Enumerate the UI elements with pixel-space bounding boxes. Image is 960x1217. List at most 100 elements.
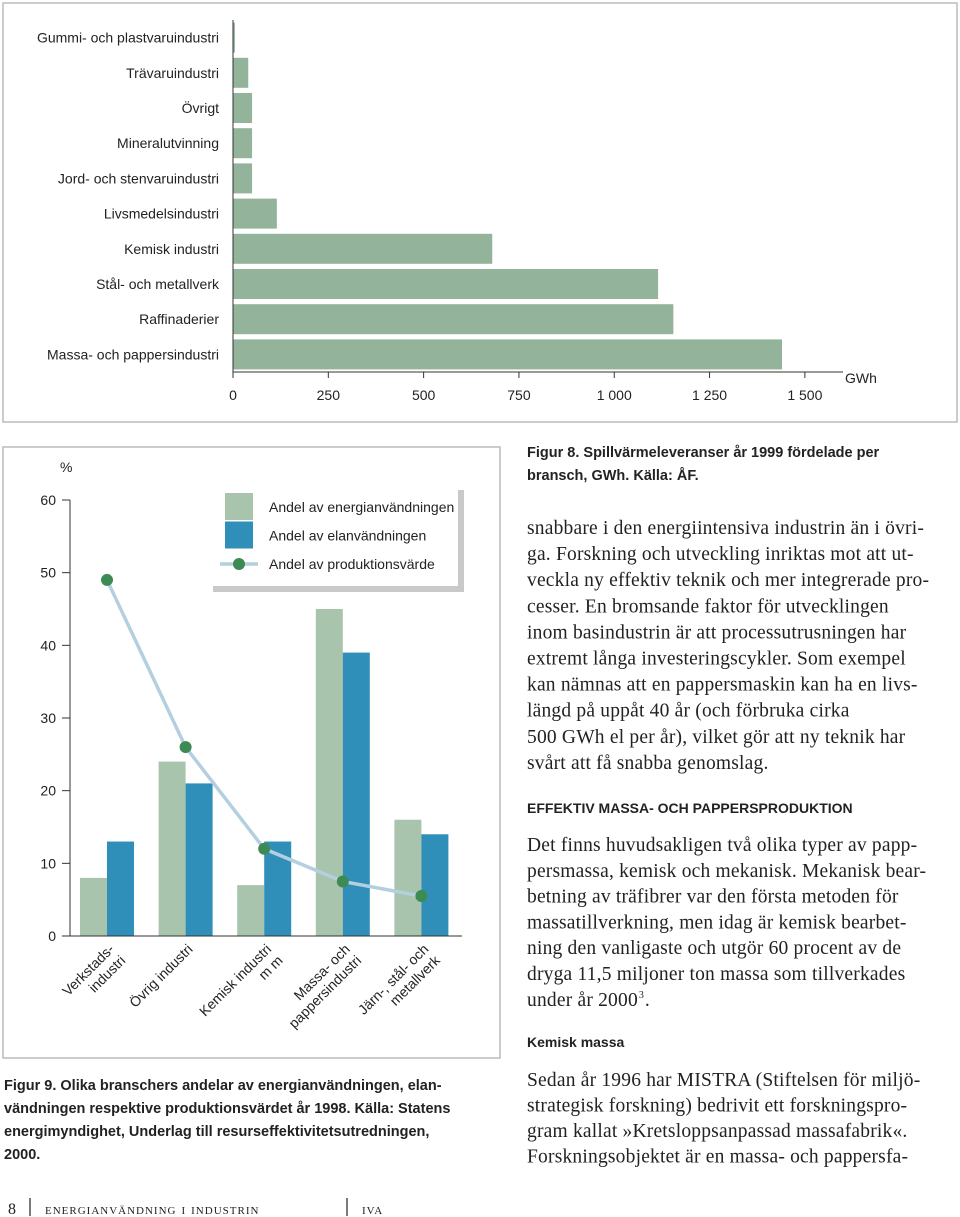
marker — [101, 573, 113, 586]
figure-caption: bransch, GWh. Källa: ÅF. — [527, 467, 699, 484]
y-tick-label: Livsmedelsindustri — [104, 206, 219, 222]
legend-shadow — [458, 490, 464, 592]
y-tick-label: Massa- och pappersindustri — [47, 346, 219, 362]
bar — [233, 57, 249, 88]
bar — [158, 761, 186, 936]
y-tick-label: Gummi- och plastvaruindustri — [37, 30, 219, 46]
x-tick-label: 750 — [507, 387, 531, 403]
bar — [233, 163, 253, 194]
body-line: strategisk forskning) bedrivit ett forsk… — [527, 1096, 907, 1117]
y-tick-label: 40 — [40, 637, 56, 653]
x-tick-label: Övrig industri — [125, 940, 195, 1010]
body-line: svårt att få snabba genomslag. — [527, 753, 769, 774]
x-tick-label: 1 500 — [787, 387, 822, 403]
bar — [233, 304, 674, 335]
page-number: 8 — [8, 1201, 17, 1217]
body-line: veckla ny effektiv teknik och mer integr… — [527, 570, 929, 591]
bar — [342, 652, 370, 936]
body-line: gram kallat »Kretsloppsanpassad massafab… — [527, 1121, 907, 1142]
bar — [107, 841, 134, 936]
figure-caption: 2000. — [4, 1147, 40, 1163]
bar — [233, 128, 253, 159]
body-line: cesser. En bromsande faktor för utveckli… — [527, 596, 889, 617]
y-tick-label: Kemisk industri — [124, 241, 219, 257]
body-line: Sedan år 1996 har MISTRA (Stiftelsen för… — [527, 1070, 920, 1091]
body-line: 500 GWh el per år), vilket gör att ny te… — [527, 727, 906, 748]
body-line: Forskningsobjektet är en massa- och papp… — [527, 1147, 908, 1168]
y-axis-label: % — [60, 459, 72, 475]
y-tick-label: 30 — [40, 710, 56, 726]
body-line: betning av träfibrer var den första meto… — [527, 887, 899, 908]
figure8-frame — [2, 2, 958, 423]
bar — [233, 339, 782, 370]
body-line: ga. Forskning och utveckling inriktas mo… — [527, 544, 914, 565]
x-tick-label: Järn-, stål- ochmetallverk — [355, 940, 444, 1029]
legend-shadow — [213, 586, 464, 592]
legend-label: Andel av elanvändningen — [269, 528, 426, 544]
body-line: Det finns huvudsakligen två olika typer … — [527, 835, 917, 856]
bar — [233, 198, 277, 229]
body-line: dryga 11,5 miljoner ton massa som tillve… — [527, 964, 905, 985]
x-tick-label: 1 250 — [692, 387, 727, 403]
y-tick-label: Trävaruindustri — [126, 65, 219, 81]
section-heading: Kemisk massa — [527, 1034, 625, 1050]
body-line-end: . — [645, 990, 650, 1011]
y-tick-label: 60 — [40, 492, 56, 508]
x-tick-label: Verkstads-industri — [59, 941, 129, 1011]
body-line: kan nämnas att en pappersmaskin kan ha e… — [527, 675, 918, 696]
y-tick-label: Mineralutvinning — [117, 135, 219, 151]
marker — [258, 842, 271, 855]
bar — [237, 885, 265, 936]
body-line: persmassa, kemisk och mekanisk. Mekanisk… — [527, 861, 926, 882]
y-tick-label: Raffinaderier — [139, 311, 219, 327]
bar — [233, 93, 253, 123]
footnote-ref: 3 — [639, 990, 644, 1001]
y-tick-label: Stål- och metallverk — [96, 276, 220, 292]
figure-caption: vändningen respektive produktionsvärdet … — [4, 1101, 450, 1117]
bar — [233, 233, 493, 264]
legend-bg — [213, 490, 458, 586]
x-tick-label: Massa- ochpappersindustri — [274, 941, 364, 1031]
marker — [179, 741, 192, 754]
running-title: energianvändning i industrin — [45, 1201, 259, 1217]
y-tick-label: 50 — [40, 565, 56, 581]
y-tick-label: Jord- och stenvaruindustri — [58, 170, 219, 186]
figure-caption: Figur 9. Olika branschers andelar av ene… — [4, 1078, 442, 1094]
publisher: iva — [362, 1201, 383, 1217]
x-axis-label: GWh — [845, 370, 877, 386]
section-heading: EFFEKTIV MASSA- OCH PAPPERSPRODUKTION — [527, 800, 853, 816]
x-tick-label: 500 — [412, 387, 436, 403]
y-tick-label: 10 — [40, 855, 56, 871]
bar — [394, 819, 422, 936]
bar — [80, 877, 107, 936]
legend-marker — [233, 558, 245, 570]
body-line: inom basindustrin är att processutrusnin… — [527, 622, 907, 643]
x-tick-label: Kemisk industrim m — [196, 941, 286, 1031]
bar — [233, 22, 235, 53]
legend-label: Andel av produktionsvärde — [269, 556, 435, 572]
body-line: under år 2000 — [527, 990, 638, 1011]
x-tick-label: 0 — [229, 387, 237, 403]
body-line: massatillverkning, men idag är kemisk be… — [527, 912, 907, 933]
figure9-frame — [2, 446, 501, 1059]
y-tick-label: 0 — [48, 928, 56, 944]
y-tick-label: 20 — [40, 783, 56, 799]
legend-swatch — [225, 521, 253, 549]
bar — [315, 609, 343, 936]
bar — [233, 269, 659, 299]
figure-caption: energimyndighet, Underlag till resurseff… — [4, 1124, 429, 1140]
bar — [421, 834, 449, 936]
x-tick-label: 1 000 — [597, 387, 632, 403]
y-tick-label: Övrigt — [182, 99, 219, 116]
body-line: längd på uppåt 40 år (och förbruka cirka — [527, 701, 850, 722]
x-tick-label: 250 — [317, 387, 341, 403]
figure-caption: Figur 8. Spillvärmeleveranser år 1999 fö… — [527, 445, 880, 461]
legend-swatch — [225, 493, 253, 520]
marker — [415, 890, 428, 903]
body-line: ning den vanligaste och utgör 60 procent… — [527, 938, 901, 959]
body-line: extremt långa investeringscykler. Som ex… — [527, 649, 906, 670]
marker — [336, 875, 349, 888]
legend-label: Andel av energianvändningen — [269, 499, 454, 515]
